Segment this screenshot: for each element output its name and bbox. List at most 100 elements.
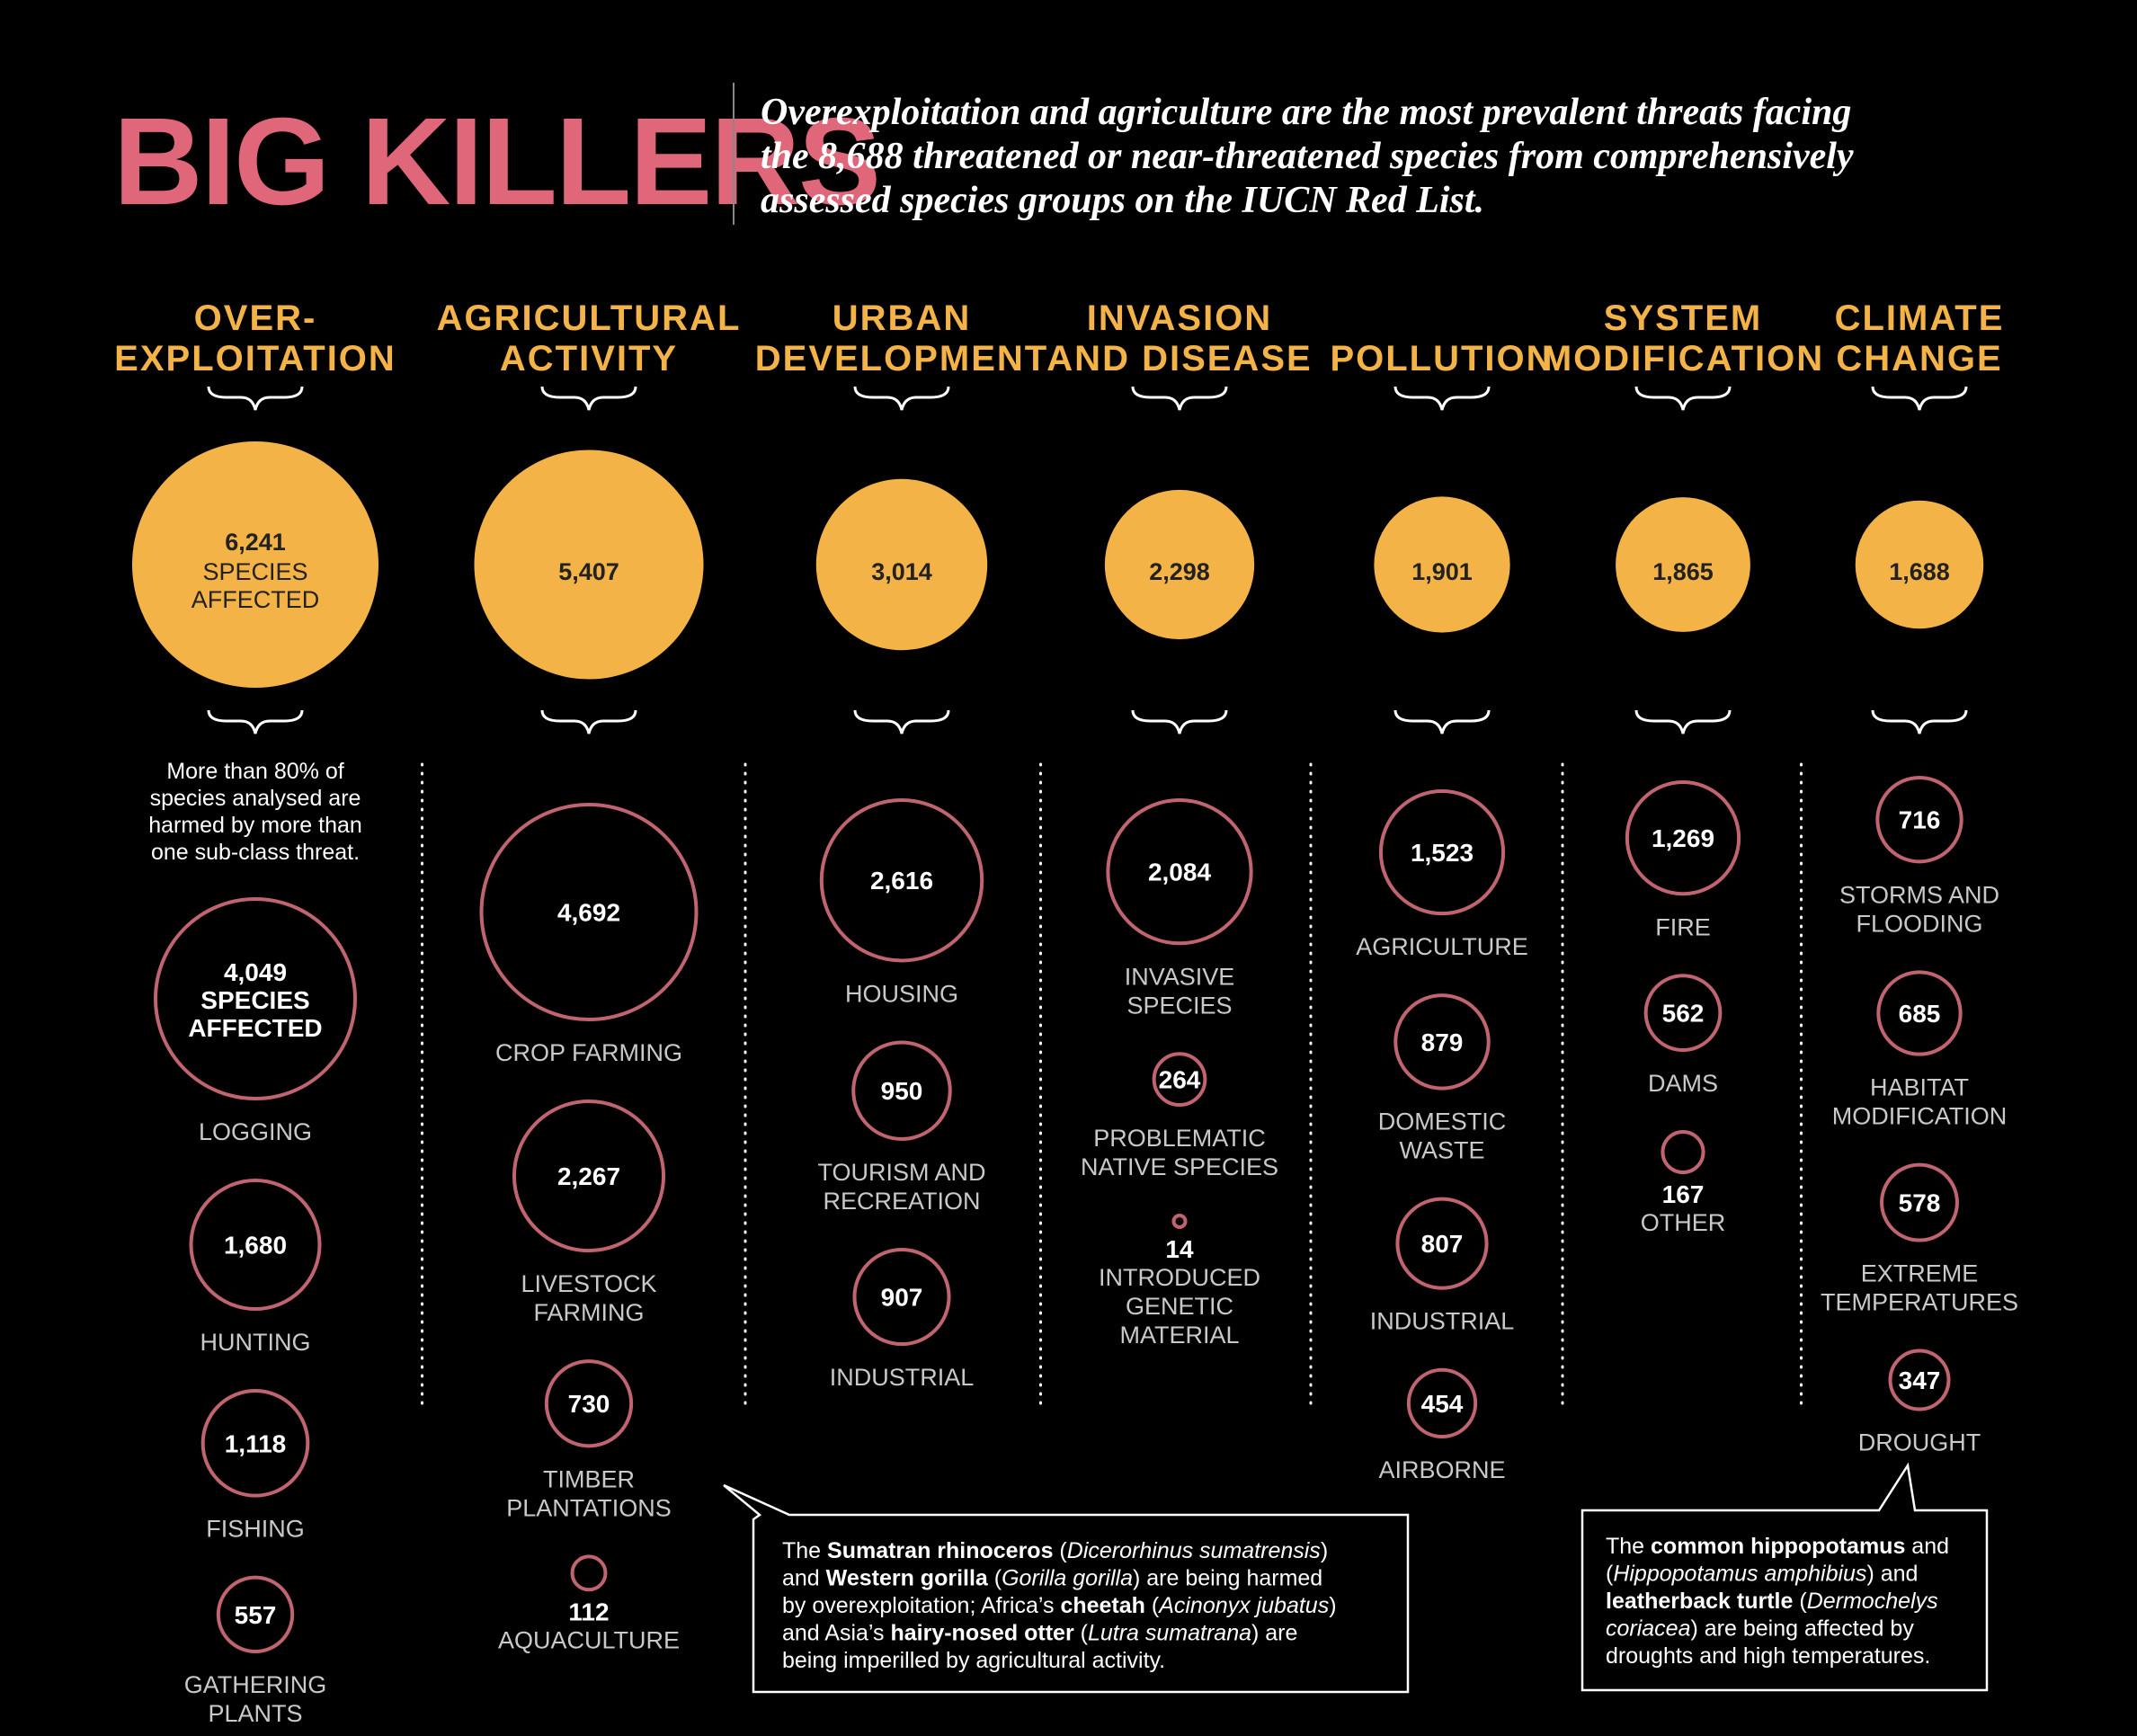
callout-text: and (782, 1566, 826, 1591)
main-bubble-value: 2,298 (1149, 558, 1210, 585)
callout-line: coriacea) are being affected by (1606, 1616, 1914, 1642)
sub-bubble-value: 2,616 (870, 867, 933, 895)
sub-bubble-label: INDUSTRIAL (830, 1364, 975, 1391)
callout-line: leatherback turtle (Dermochelys (1606, 1589, 1938, 1614)
sub-bubble-problematic-native-species (1152, 1052, 1207, 1107)
brace-icon (540, 709, 637, 734)
callout-line: and Asia’s hairy-nosed otter (Lutra suma… (782, 1621, 1297, 1646)
main-bubble-value: 3,014 (871, 558, 932, 585)
main-bubble-urban-development (815, 478, 988, 651)
category-note: one sub-class threat. (151, 840, 360, 865)
sub-bubble-label: AQUACULTURE (498, 1626, 680, 1653)
sub-bubble-label: TEMPERATURES (1821, 1289, 2018, 1316)
callout-line: The Sumatran rhinoceros (Dicerorhinus su… (782, 1538, 1328, 1563)
callout-line: The common hippopotamus and (1606, 1534, 1949, 1559)
category-label: OVER- (194, 298, 317, 338)
sub-bubble-label: SPECIES (1126, 992, 1232, 1019)
brace-icon (1634, 386, 1732, 411)
category-note: More than 80% of (166, 759, 343, 784)
callout-text: The (782, 1538, 827, 1563)
sub-bubble-label: NATIVE SPECIES (1081, 1153, 1278, 1180)
sub-bubble-label: GATHERING (184, 1671, 327, 1698)
brace-icon (853, 709, 950, 734)
sub-bubble-value: 730 (568, 1390, 610, 1418)
sub-bubble-value: 807 (1421, 1230, 1464, 1258)
sub-bubble-value: 1,118 (225, 1429, 287, 1457)
sub-bubble-value: 4,049 (224, 958, 287, 986)
subtitle-line: the 8,688 threatened or near-threatened … (761, 136, 1854, 177)
sub-bubble-crop-farming (479, 803, 699, 1021)
sub-bubble-airborne (1406, 1367, 1478, 1439)
sub-bubble-label: FARMING (533, 1299, 644, 1326)
sub-bubble-label: EXTREME (1861, 1260, 1979, 1287)
callout-text: ) are (1251, 1621, 1297, 1646)
sub-bubble-value: 2,267 (557, 1162, 620, 1190)
sub-bubble-value: 167 (1662, 1180, 1705, 1208)
callout-text: and Asia’s (782, 1621, 890, 1646)
category-label: INVASION (1087, 298, 1272, 338)
callout-text: by overexploitation; Africa’s (782, 1593, 1060, 1618)
main-bubble-value: 1,901 (1411, 558, 1473, 585)
callout-text: common hippopotamus (1651, 1534, 1905, 1559)
sub-bubble-label: GENETIC (1126, 1293, 1233, 1320)
category-label: AND DISEASE (1046, 339, 1312, 378)
sub-bubble-label: PLANTATIONS (506, 1494, 672, 1521)
sub-bubble-gathering-plants (216, 1575, 295, 1653)
callout-text: leatherback turtle (1606, 1589, 1794, 1614)
sub-bubble-value: 950 (881, 1077, 923, 1105)
sub-bubble-label: FLOODING (1856, 910, 1982, 937)
sub-bubble-label: HABITAT (1870, 1074, 1969, 1101)
callout-text: and (1905, 1534, 1949, 1559)
category-note: harmed by more than (148, 813, 362, 838)
sub-bubble-timber-plantations (544, 1359, 634, 1448)
callout-line: droughts and high temperatures. (1606, 1643, 1930, 1669)
brace-icon (1634, 709, 1732, 734)
sub-bubble-value: 4,692 (557, 898, 620, 926)
sub-bubble-value: 562 (1662, 1000, 1705, 1028)
callout-text: hairy-nosed otter (890, 1621, 1073, 1646)
callout-line: being imperilled by agricultural activit… (782, 1648, 1165, 1673)
main-bubble-invasion-and-disease (1104, 489, 1255, 640)
callout-line: by overexploitation; Africa’s cheetah (A… (782, 1593, 1337, 1618)
sub-bubble-label: PROBLEMATIC (1093, 1125, 1266, 1152)
callout-line: (Hippopotamus amphibius) and (1606, 1562, 1918, 1587)
sub-bubble-label: DROUGHT (1858, 1429, 1981, 1456)
sub-bubble-value: 112 (568, 1598, 609, 1625)
brace-icon (540, 386, 637, 411)
callout-text: coriacea (1606, 1616, 1691, 1642)
callout-text: droughts and high temperatures. (1606, 1643, 1930, 1669)
sub-bubble-label: FIRE (1655, 913, 1711, 940)
brace-icon (1394, 386, 1491, 411)
sub-bubble-introduced-genetic-material (1171, 1213, 1188, 1230)
category-label: CLIMATE (1835, 298, 2005, 338)
category-note: species analysed are (150, 786, 361, 811)
category-label: POLLUTION (1330, 339, 1554, 378)
sub-bubble-industrial (852, 1247, 951, 1347)
category-label: EXPLOITATION (114, 339, 396, 378)
callout-text: ( (1074, 1621, 1089, 1646)
sub-bubble-value: 2,084 (1148, 859, 1211, 886)
callout-text: Dermochelys (1807, 1589, 1938, 1614)
callout-text: ( (1145, 1593, 1160, 1618)
brace-icon (1131, 386, 1228, 411)
sub-bubble-label: WASTE (1399, 1137, 1484, 1164)
callout-text: ( (1793, 1589, 1807, 1614)
callout-text: Sumatran rhinoceros (827, 1538, 1053, 1563)
sub-bubble-invasive-species (1106, 798, 1253, 946)
main-bubble-over-exploitation (132, 441, 378, 688)
sub-bubble-label: MATERIAL (1119, 1322, 1239, 1349)
sub-bubble-dams (1643, 974, 1723, 1052)
callout-line: and Western gorilla (Gorilla gorilla) ar… (782, 1566, 1322, 1591)
callout-text: ) are being affected by (1691, 1616, 1915, 1642)
callout-text: ) (1329, 1593, 1336, 1618)
sub-bubble-value: 1,523 (1411, 839, 1474, 867)
category-label: AGRICULTURAL (437, 298, 742, 338)
main-bubble-value: 1,865 (1652, 558, 1714, 585)
brace-icon (1394, 709, 1491, 734)
main-bubble-unit: AFFECTED (191, 586, 320, 613)
sub-bubble-extreme-temperatures (1880, 1162, 1959, 1242)
sub-bubble-value: 716 (1899, 806, 1941, 834)
category-label: DEVELOPMENT (755, 339, 1048, 378)
main-bubble-value: 1,688 (1889, 558, 1950, 585)
